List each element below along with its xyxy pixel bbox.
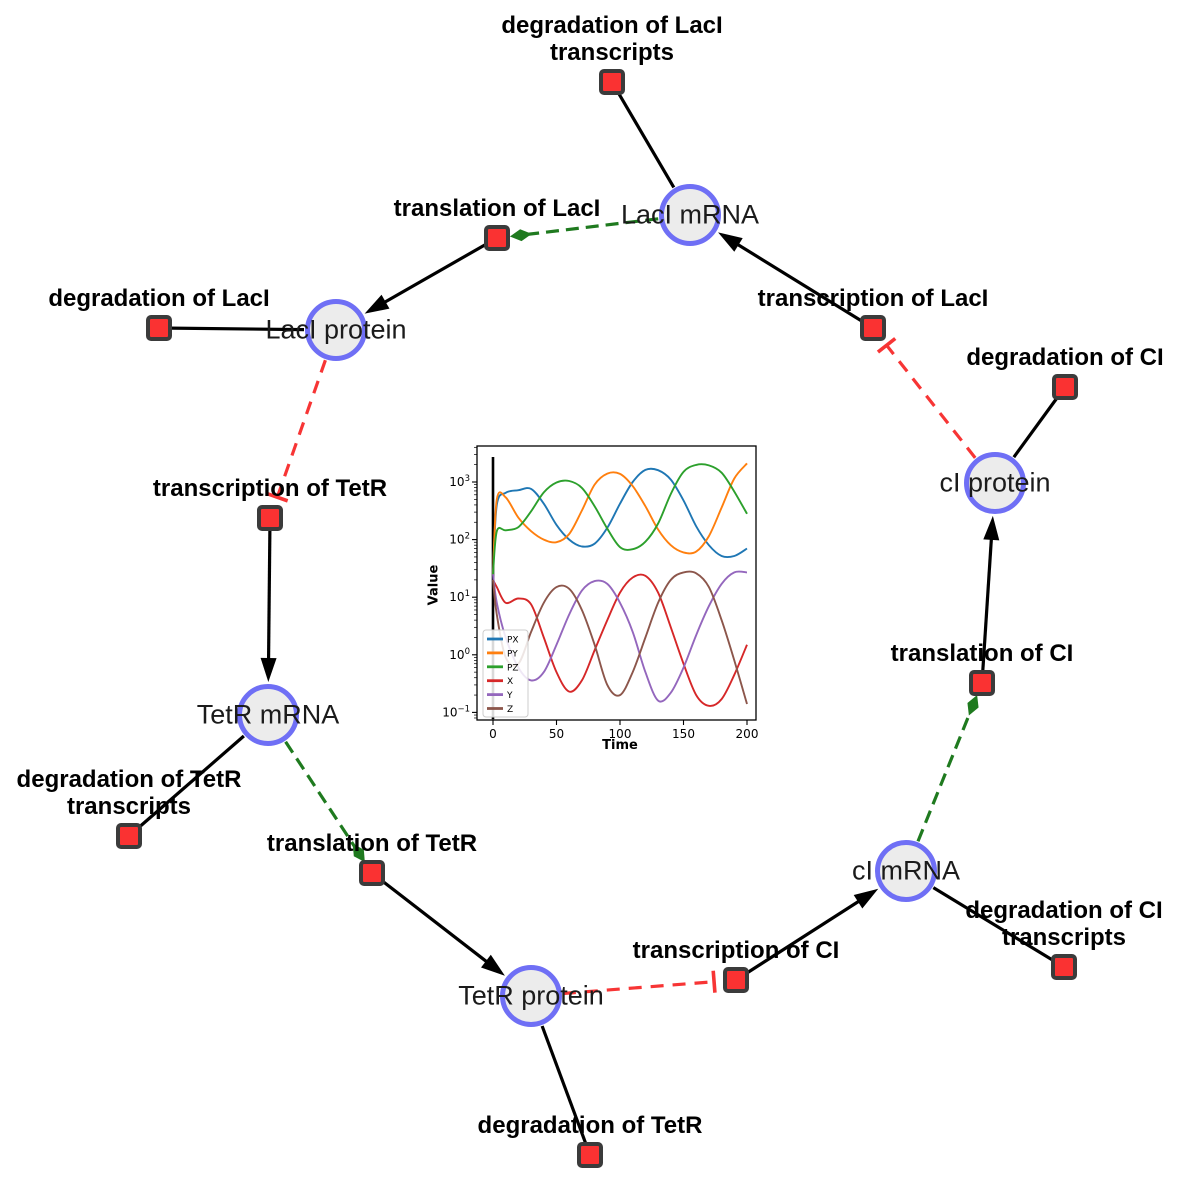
edge-tetr_protein-tx_ci <box>562 970 717 996</box>
edge-ci_protein-deg_ci <box>1012 386 1067 459</box>
y-tick-label-10e-1: 10−1 <box>442 704 470 719</box>
chart-xlabel: Time <box>602 738 638 753</box>
edge-tx_laci-laci_mrna <box>718 232 874 330</box>
x-tick-label: 50 <box>549 727 564 741</box>
edge-laci_protein-deg_laci <box>158 326 305 332</box>
edge-ci_mrna-transl_ci <box>916 695 979 842</box>
edge-tetr_mrna-transl_tetr <box>284 740 365 863</box>
x-tick-label: 100 <box>609 727 632 741</box>
series-X <box>492 573 748 707</box>
legend-label-PX: PX <box>507 636 519 646</box>
legend-label-Y: Y <box>506 691 513 701</box>
series-PX <box>492 467 748 575</box>
series-PY <box>492 462 748 575</box>
edge-transl_tetr-tetr_protein <box>371 871 505 976</box>
y-tick-label-10e2: 102 <box>449 532 470 547</box>
legend-label-X: X <box>507 677 513 687</box>
edge-laci_protein-tx_tetr <box>266 359 327 503</box>
edge-ci_mrna-deg_ci_tx <box>932 886 1065 969</box>
legend-label-Z: Z <box>507 705 513 715</box>
legend-label-PZ: PZ <box>507 663 519 673</box>
x-tick-label: 0 <box>489 727 497 741</box>
edge-transl_laci-laci_protein <box>364 236 498 314</box>
x-tick-label: 150 <box>672 727 695 741</box>
y-tick-label-10e3: 103 <box>449 474 470 489</box>
x-tick-label: 200 <box>736 727 759 741</box>
series-PZ <box>492 463 748 575</box>
edge-transl_ci-ci_protein <box>980 515 1000 684</box>
edge-laci_mrna-deg_laci_tx <box>610 81 676 189</box>
legend-box <box>482 629 529 718</box>
edge-tetr_protein-deg_tetr <box>540 1025 592 1156</box>
legend-label-PY: PY <box>507 649 518 659</box>
edge-laci_mrna-transl_laci <box>509 217 659 242</box>
edge-tx_ci-ci_mrna <box>735 888 879 982</box>
edge-tetr_mrna-deg_tetr_tx <box>127 734 245 838</box>
simulation-inset-chart: 0 50 100 150 200 103 102 101 100 10−1 PX PY PZ XYZ <box>442 445 759 741</box>
y-tick-label-10e1: 101 <box>449 589 470 604</box>
y-tick-label-10e0: 100 <box>449 647 470 662</box>
edge-ci_protein-tx_laci <box>876 337 977 459</box>
chart-ylabel: Value <box>426 564 442 606</box>
edge-tx_tetr-tetr_mrna <box>260 517 277 683</box>
